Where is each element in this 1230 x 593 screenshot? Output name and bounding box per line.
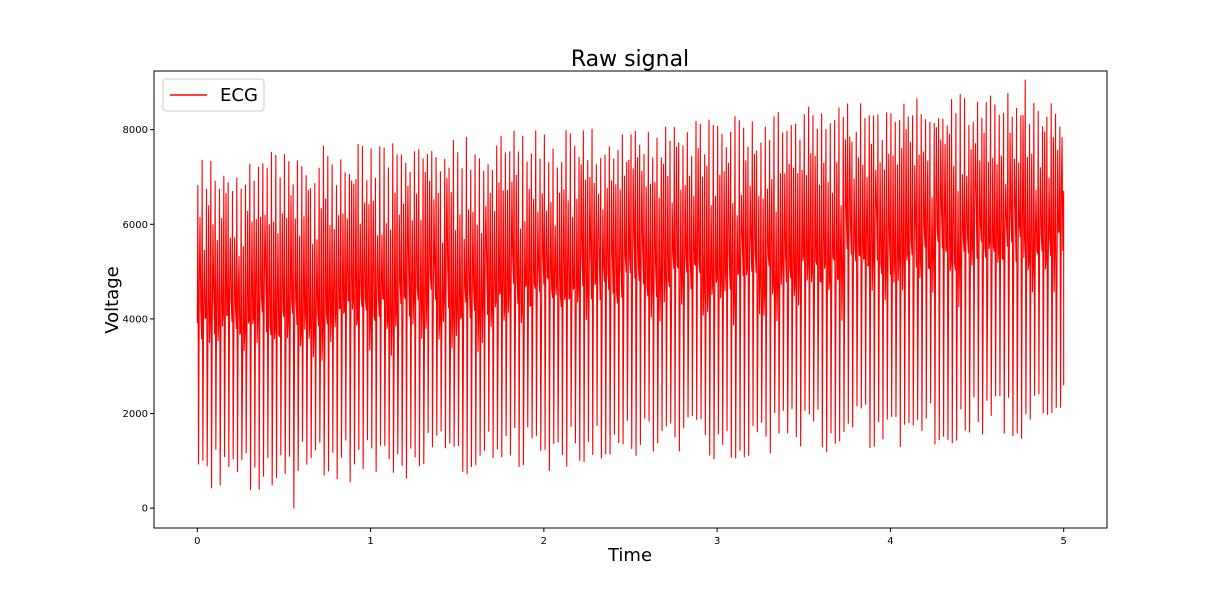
y-tick-label: 6000 — [123, 220, 148, 231]
plot-frame — [153, 70, 1108, 529]
x-tick-label: 2 — [541, 536, 547, 547]
x-tick-label: 1 — [367, 536, 373, 547]
y-tick-label: 4000 — [123, 314, 148, 325]
x-tick-label: 5 — [1060, 536, 1066, 547]
y-tick-label: 2000 — [123, 409, 148, 420]
x-axis-label: Time — [607, 545, 652, 566]
legend: ECG — [162, 78, 265, 112]
x-tick-label: 4 — [887, 536, 893, 547]
x-tick-label: 3 — [714, 536, 720, 547]
y-tick-label: 8000 — [123, 125, 148, 136]
legend-box — [162, 78, 265, 112]
x-axis: 0 1 2 3 4 5 — [194, 528, 1067, 547]
plot-area — [196, 79, 1065, 509]
legend-label-ecg: ECG — [220, 85, 258, 106]
chart-title: Raw signal — [571, 47, 689, 72]
series-line-ecg — [196, 79, 1065, 509]
y-axis: 0 2000 4000 6000 8000 — [123, 125, 154, 515]
y-tick-label: 0 — [142, 504, 148, 515]
x-tick-label: 0 — [194, 536, 200, 547]
y-axis-label: Voltage — [102, 266, 123, 334]
